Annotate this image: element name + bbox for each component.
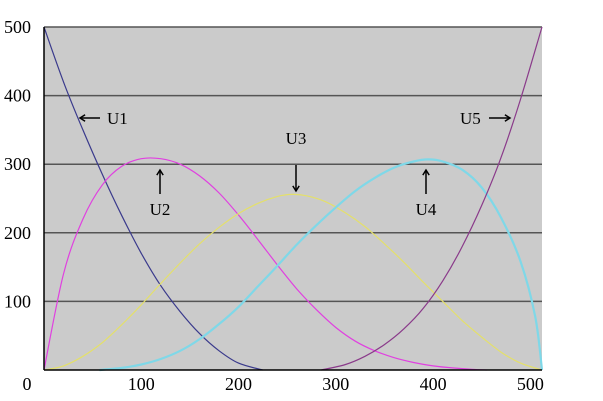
axes (43, 27, 542, 371)
x-tick-label-300: 300 (322, 374, 349, 394)
series-u5-line (321, 26, 543, 371)
x-tick-label-200: 200 (225, 374, 252, 394)
y-tick-label-300: 300 (4, 154, 31, 174)
plot-area (44, 27, 542, 370)
y-tick-label-200: 200 (4, 223, 31, 243)
tick-labels: 100 200 300 400 500 0 100 200 300 400 500 (4, 17, 544, 394)
series-curves (43, 26, 544, 372)
annotation-arrowhead-u3 (292, 185, 300, 193)
annotation-label-u1: U1 (107, 109, 128, 128)
y-tick-label-500: 500 (4, 17, 31, 37)
annotation-arrowhead-u2 (156, 168, 164, 176)
annotation-label-u3: U3 (286, 129, 307, 148)
series-u1-line (43, 26, 263, 371)
annotation-arrowhead-u4 (422, 168, 430, 176)
grid-lines (44, 26, 542, 303)
series-u2-line (43, 157, 487, 371)
annotation-label-u5: U5 (460, 109, 481, 128)
x-tick-label-100: 100 (128, 374, 155, 394)
y-tick-label-400: 400 (4, 86, 31, 106)
series-u3-line (43, 193, 543, 371)
series-u4-line (99, 158, 544, 372)
x-tick-label-400: 400 (420, 374, 447, 394)
x-tick-label-0: 0 (23, 374, 32, 394)
annotation-label-u4: U4 (416, 200, 437, 219)
annotation-arrowhead-u1 (78, 114, 86, 122)
annotations: U1 U2 U3 U4 U5 (78, 109, 512, 219)
y-tick-label-100: 100 (4, 291, 31, 311)
annotation-label-u2: U2 (150, 200, 171, 219)
x-tick-label-500: 500 (517, 374, 544, 394)
annotation-arrowhead-u5 (504, 114, 512, 122)
